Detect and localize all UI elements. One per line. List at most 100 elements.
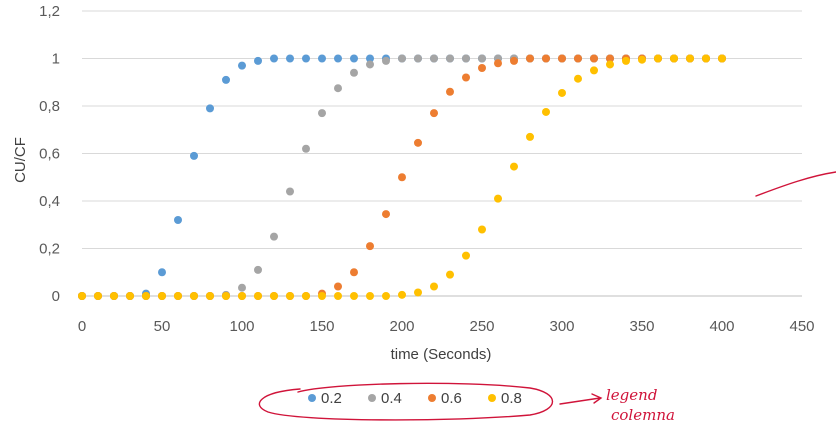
data-point-series-0.8: [302, 292, 310, 300]
data-point-series-0.4: [478, 54, 486, 63]
x-tick-label: 200: [389, 318, 414, 335]
legend-marker: [308, 394, 316, 402]
gridlines: [82, 10, 802, 297]
data-point-series-0.4: [350, 68, 358, 77]
data-point-series-0.8: [206, 292, 214, 300]
data-point-series-0.2: [222, 75, 230, 84]
data-point-series-0.6: [366, 242, 374, 251]
data-point-series-0.8: [78, 292, 86, 300]
data-point-series-0.8: [126, 292, 134, 300]
ink-text-legend: legend: [606, 386, 657, 404]
data-point-series-0.2: [206, 104, 214, 113]
data-point-series-0.8: [254, 292, 262, 300]
data-point-series-0.8: [398, 290, 406, 299]
data-point-series-0.8: [94, 292, 102, 300]
x-tick-label: 350: [629, 318, 654, 335]
data-point-series-0.8: [238, 292, 246, 300]
y-tick-label: 0,6: [39, 146, 60, 163]
data-point-series-0.8: [382, 292, 390, 300]
data-point-series-0.8: [350, 292, 358, 300]
data-point-series-0.4: [238, 283, 246, 292]
data-point-series-0.8: [190, 292, 198, 300]
data-point-series-0.8: [526, 132, 534, 141]
ink-text-colemna: colemna: [611, 406, 675, 424]
y-tick-label: 0,4: [39, 193, 60, 210]
data-point-series-0.4: [430, 54, 438, 63]
data-point-series-0.8: [686, 54, 694, 63]
data-point-series-0.8: [654, 54, 662, 63]
x-axis-title: time (Seconds): [391, 346, 492, 363]
data-point-series-0.6: [510, 56, 518, 65]
y-axis-ticks: 0 0,2 0,4 0,6 0,8 1 1,2: [39, 3, 60, 305]
data-point-series-0.4: [286, 187, 294, 196]
data-point-series-0.8: [702, 54, 710, 63]
data-point-series-0.2: [270, 54, 278, 63]
legend-label: 0.2: [321, 390, 342, 407]
data-point-series-0.6: [478, 64, 486, 72]
data-point-series-0.8: [638, 55, 646, 64]
data-point-series-0.8: [446, 270, 454, 279]
data-point-series-0.8: [318, 292, 326, 300]
y-tick-label: 0,8: [39, 98, 60, 115]
data-point-series-0.2: [286, 54, 294, 63]
data-point-series-0.4: [302, 144, 310, 153]
data-point-series-0.8: [142, 292, 150, 300]
y-axis-title: CU/CF: [12, 137, 29, 183]
data-point-series-0.8: [462, 251, 470, 260]
data-point-series-0.2: [302, 54, 310, 63]
legend-marker: [428, 394, 436, 402]
data-point-series-0.8: [222, 292, 230, 300]
data-point-series-0.4: [318, 109, 326, 118]
data-point-series-0.6: [494, 59, 502, 68]
data-point-series-0.6: [526, 54, 534, 63]
data-point-series-0.8: [718, 54, 726, 63]
data-point-series-0.8: [574, 74, 582, 83]
data-point-series-0.4: [446, 54, 454, 63]
data-point-series-0.6: [542, 54, 550, 63]
ink-circle-around-legend: [258, 382, 553, 421]
ink-arrow-to-legend: [559, 393, 603, 405]
y-tick-label: 0: [52, 288, 60, 305]
data-point-series-0.8: [558, 88, 566, 97]
data-point-series-0.8: [366, 292, 374, 300]
legend-marker: [488, 394, 496, 402]
x-tick-label: 0: [78, 318, 86, 335]
data-points: [78, 54, 726, 300]
data-point-series-0.8: [334, 292, 342, 300]
data-point-series-0.2: [334, 54, 342, 63]
data-point-series-0.2: [238, 61, 246, 70]
data-point-series-0.6: [334, 282, 342, 291]
x-tick-label: 300: [549, 318, 574, 335]
x-tick-label: 450: [789, 318, 814, 335]
handwritten-annotation: [258, 171, 836, 421]
legend-label: 0.4: [381, 390, 402, 407]
data-point-series-0.4: [398, 54, 406, 63]
data-point-series-0.8: [606, 60, 614, 69]
data-point-series-0.6: [446, 87, 454, 96]
data-point-series-0.6: [574, 54, 582, 63]
data-point-series-0.4: [270, 232, 278, 241]
data-point-series-0.8: [478, 225, 486, 234]
data-point-series-0.2: [174, 216, 182, 224]
x-axis-ticks: 0 50 100 150 200 250 300 350 400 450: [78, 318, 815, 335]
x-tick-label: 100: [229, 318, 254, 335]
data-point-series-0.2: [158, 268, 166, 277]
data-point-series-0.4: [334, 84, 342, 93]
data-point-series-0.8: [590, 66, 598, 75]
data-point-series-0.6: [382, 210, 390, 219]
data-point-series-0.4: [254, 265, 262, 274]
data-point-series-0.8: [622, 56, 630, 65]
data-point-series-0.8: [270, 292, 278, 300]
data-point-series-0.8: [286, 292, 294, 300]
data-point-series-0.6: [590, 54, 598, 63]
data-point-series-0.8: [510, 162, 518, 171]
data-point-series-0.2: [254, 56, 262, 65]
data-point-series-0.6: [430, 109, 438, 118]
data-point-series-0.2: [318, 54, 326, 63]
data-point-series-0.8: [670, 54, 678, 63]
data-point-series-0.8: [110, 292, 118, 300]
data-point-series-0.8: [430, 282, 438, 291]
data-point-series-0.8: [542, 107, 550, 116]
data-point-series-0.6: [462, 73, 470, 82]
